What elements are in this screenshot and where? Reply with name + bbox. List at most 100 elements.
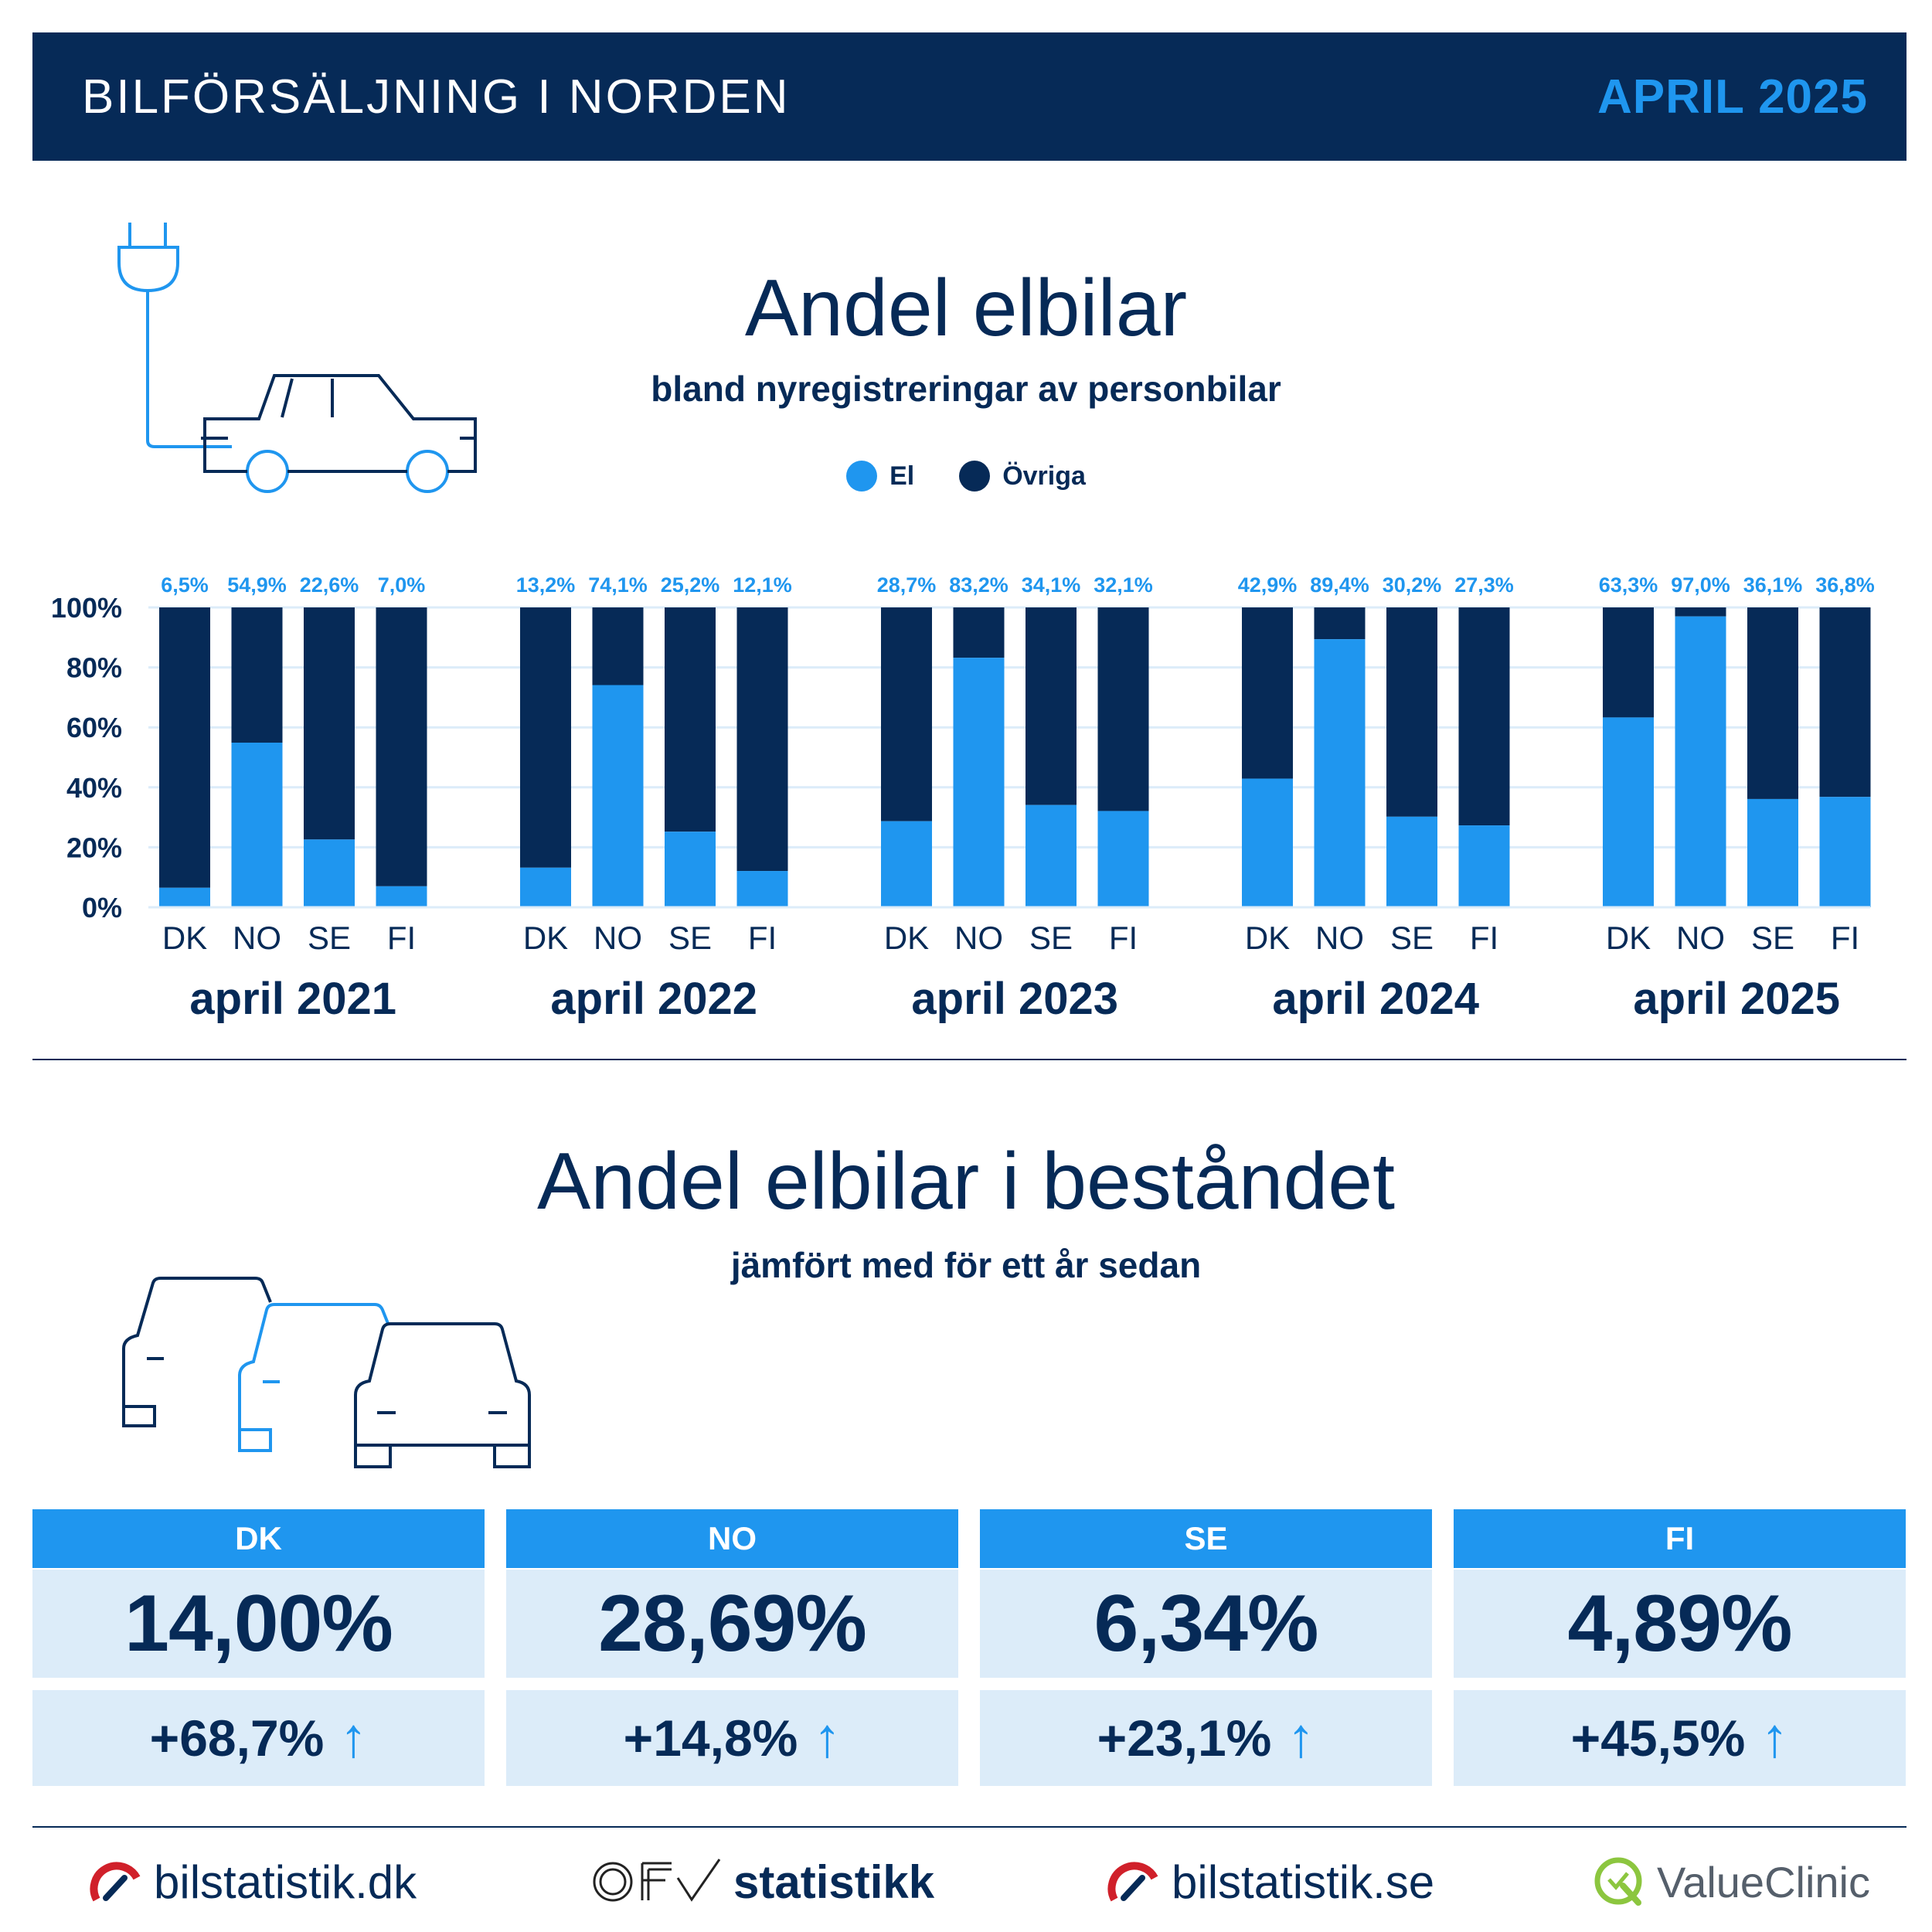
- valueclinic-q-icon: [1594, 1857, 1642, 1906]
- ev-car-icon: [117, 223, 477, 493]
- stock-country: SE: [980, 1509, 1432, 1568]
- x-category-label: DK: [523, 920, 568, 956]
- x-category-label: FI: [1470, 920, 1498, 956]
- bar-ovriga: [1097, 607, 1149, 811]
- bar-el: [665, 832, 716, 907]
- arrow-up-icon: ↑: [1760, 1707, 1789, 1769]
- bar-el: [304, 839, 355, 907]
- x-category-label: SE: [1751, 920, 1794, 956]
- bar-ovriga: [1026, 607, 1077, 805]
- logo-text: bilstatistik.dk: [154, 1855, 417, 1908]
- bar-ovriga: [1603, 607, 1654, 718]
- stock-change-row: +68,7% ↑: [32, 1690, 485, 1786]
- bar-value-label: 63,3%: [1599, 573, 1658, 597]
- logo-text: ValueClinic: [1657, 1857, 1870, 1906]
- bar-el: [1747, 798, 1798, 907]
- x-category-label: DK: [1606, 920, 1651, 956]
- bar-el: [881, 821, 932, 907]
- bar-ovriga: [1675, 607, 1726, 617]
- bar-value-label: 30,2%: [1383, 573, 1442, 597]
- stock-change-row: +14,8% ↑: [506, 1690, 958, 1786]
- bar-ovriga: [1819, 607, 1871, 798]
- bar-ovriga: [736, 607, 788, 872]
- header-bar: BILFÖRSÄLJNING I NORDEN APRIL 2025: [32, 32, 1906, 161]
- y-tick-label: 100%: [51, 592, 122, 624]
- bar-el: [159, 887, 210, 907]
- bar-el: [1026, 804, 1077, 907]
- legend-label-el: El: [889, 461, 915, 491]
- bar-el: [1819, 797, 1871, 907]
- legend-item-ovriga: Övriga: [959, 461, 1086, 492]
- stock-change: +23,1%: [1097, 1709, 1272, 1767]
- x-category-label: SE: [668, 920, 712, 956]
- y-tick-label: 80%: [66, 652, 122, 684]
- bar-ovriga: [953, 607, 1005, 658]
- section1-subtitle: bland nyregistreringar av personbilar: [651, 369, 1281, 409]
- stock-card-se: SE 6,34% +23,1% ↑: [980, 1509, 1432, 1786]
- speedometer-icon: [90, 1862, 141, 1902]
- stock-change-row: +23,1% ↑: [980, 1690, 1432, 1786]
- bar-ovriga: [1458, 607, 1510, 826]
- bar-value-label: 12,1%: [733, 573, 792, 597]
- bar-value-label: 22,6%: [300, 573, 359, 597]
- section2-subtitle: jämfört med för ett år sedan: [730, 1245, 1202, 1285]
- stock-change: +68,7%: [149, 1709, 325, 1767]
- logo-bilstatistik-dk[interactable]: bilstatistik.dk: [89, 1847, 417, 1917]
- x-category-label: NO: [1676, 920, 1725, 956]
- x-category-label: NO: [233, 920, 281, 956]
- ofv-mark-icon: [593, 1859, 721, 1902]
- bar-value-label: 97,0%: [1671, 573, 1730, 597]
- stock-card-dk: DK 14,00% +68,7% ↑: [32, 1509, 485, 1786]
- stock-country: DK: [32, 1509, 485, 1568]
- car-fleet-icon: [122, 1277, 531, 1468]
- ev-share-chart: 0% 20% 40% 60% 80% 100% 6,5% DK 54,9% NO 22,6% SE 7,…: [51, 573, 1875, 1024]
- x-category-label: NO: [1315, 920, 1364, 956]
- stock-share: 14,00%: [32, 1570, 485, 1678]
- stock-share: 4,89%: [1454, 1570, 1906, 1678]
- bar-value-label: 6,5%: [161, 573, 209, 597]
- bar-ovriga: [1747, 607, 1798, 799]
- ofv-mark-text: OFV: [0, 0, 1, 1]
- y-tick-label: 0%: [82, 892, 122, 923]
- bar-value-label: 13,2%: [516, 573, 576, 597]
- bar-ovriga: [1314, 607, 1366, 640]
- x-category-label: FI: [387, 920, 416, 956]
- bar-value-label: 83,2%: [949, 573, 1009, 597]
- logo-text: statistikk: [733, 1855, 935, 1908]
- group-label: april 2022: [550, 974, 757, 1024]
- group-label: april 2021: [189, 974, 396, 1024]
- bar-ovriga: [231, 607, 283, 743]
- group-label: april 2024: [1272, 974, 1479, 1024]
- logo-ofv-statistikk[interactable]: statistikk: [591, 1847, 934, 1917]
- section2-title: Andel elbilar i beståndet: [536, 1137, 1396, 1226]
- header-title: BILFÖRSÄLJNING I NORDEN: [82, 70, 791, 124]
- bar-ovriga: [159, 607, 210, 888]
- legend-swatch-ovriga: [959, 461, 991, 492]
- stock-country: FI: [1454, 1509, 1906, 1568]
- section-divider: [32, 1059, 1906, 1060]
- x-category-label: SE: [1029, 920, 1073, 956]
- stock-change-row: +45,5% ↑: [1454, 1690, 1906, 1786]
- bar-el: [376, 886, 427, 907]
- stock-country: NO: [506, 1509, 958, 1568]
- stock-share: 6,34%: [980, 1570, 1432, 1678]
- bar-el: [231, 742, 283, 907]
- stock-change: +45,5%: [1570, 1709, 1746, 1767]
- x-category-label: FI: [748, 920, 777, 956]
- logo-bilstatistik-se[interactable]: bilstatistik.se: [1107, 1847, 1434, 1917]
- bar-el: [520, 867, 571, 907]
- group-label: april 2025: [1633, 974, 1840, 1024]
- bar-ovriga: [665, 607, 716, 832]
- bar-ovriga: [1242, 607, 1293, 779]
- bar-el: [1097, 811, 1149, 907]
- stock-share: 28,69%: [506, 1570, 958, 1678]
- stock-change: +14,8%: [623, 1709, 798, 1767]
- speedometer-icon: [1107, 1862, 1158, 1902]
- chart-legend: El Övriga: [0, 461, 1932, 492]
- bar-el: [736, 871, 788, 907]
- bar-value-label: 36,1%: [1743, 573, 1803, 597]
- x-category-label: FI: [1831, 920, 1859, 956]
- group-label: april 2023: [911, 974, 1118, 1024]
- arrow-up-icon: ↑: [339, 1707, 368, 1769]
- logo-valueclinic[interactable]: ValueClinic: [1592, 1847, 1870, 1917]
